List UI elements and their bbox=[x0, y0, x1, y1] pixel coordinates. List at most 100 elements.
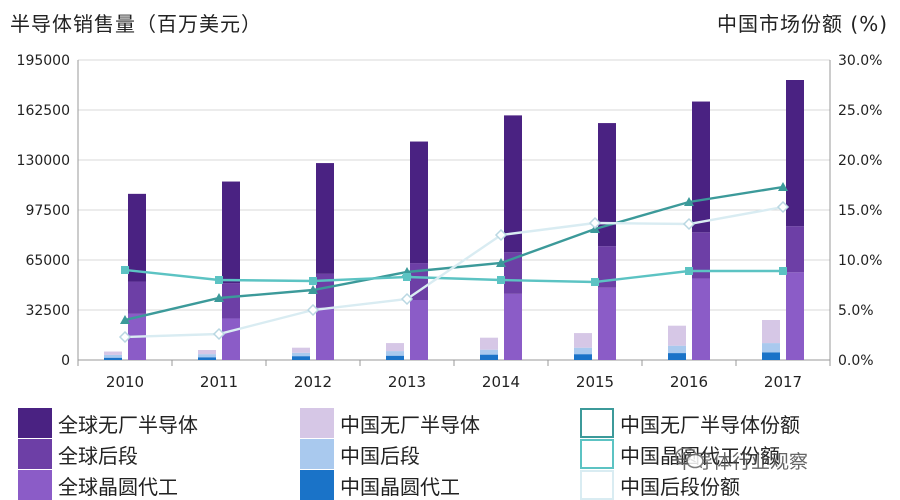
y-left-tick-label: 195000 bbox=[17, 53, 70, 69]
diamond-marker bbox=[682, 217, 696, 231]
diamond-marker bbox=[776, 200, 790, 214]
square-marker bbox=[591, 278, 599, 286]
china-bar bbox=[762, 343, 780, 353]
china-bar bbox=[198, 354, 216, 358]
legend-item: 中国无厂半导体份额 bbox=[580, 408, 800, 438]
legend-item: 全球无厂半导体 bbox=[18, 408, 198, 438]
y-left-tick-label: 162500 bbox=[17, 103, 70, 119]
wechat-icon bbox=[675, 447, 704, 469]
x-tick-label: 2017 bbox=[764, 373, 802, 391]
square-marker bbox=[779, 267, 787, 275]
legend-item: 中国晶圆代工 bbox=[300, 470, 460, 500]
legend-swatch bbox=[18, 408, 52, 438]
china-bar bbox=[386, 351, 404, 356]
triangle-marker bbox=[684, 197, 694, 206]
square-marker bbox=[121, 266, 129, 274]
legend-item: 中国后段份额 bbox=[580, 470, 740, 500]
line-square-series bbox=[124, 268, 783, 284]
y-left-tick-label: 32500 bbox=[25, 303, 70, 319]
diamond-marker bbox=[400, 292, 414, 306]
x-tick-label: 2013 bbox=[388, 373, 426, 391]
triangle-marker bbox=[496, 258, 506, 267]
square-marker bbox=[403, 273, 411, 281]
legend-label: 中国无厂半导体 bbox=[340, 412, 480, 437]
diamond-marker bbox=[306, 303, 320, 317]
china-bar bbox=[292, 352, 310, 357]
legend-label: 全球无厂半导体 bbox=[58, 412, 198, 437]
legend-item: 全球晶圆代工 bbox=[18, 470, 178, 500]
legend-swatch bbox=[18, 470, 52, 500]
global-bar bbox=[692, 232, 710, 279]
x-tick-label: 2010 bbox=[106, 373, 144, 391]
china-bar bbox=[480, 354, 498, 360]
legend-item: 中国晶圆代工份额 bbox=[580, 439, 780, 469]
legend-swatch bbox=[580, 408, 614, 438]
legend-label: 全球后段 bbox=[58, 443, 138, 468]
global-bar bbox=[598, 287, 616, 360]
x-tick-label: 2015 bbox=[576, 373, 614, 391]
global-bar bbox=[410, 300, 428, 360]
china-bar bbox=[104, 354, 122, 358]
legend-label: 中国晶圆代工 bbox=[340, 474, 460, 499]
legend-swatch bbox=[580, 439, 614, 469]
china-bar bbox=[198, 350, 216, 355]
china-bar bbox=[762, 352, 780, 360]
right-axis-title: 中国市场份额 (%) bbox=[717, 12, 888, 36]
x-tick-label: 2014 bbox=[482, 373, 520, 391]
global-bar bbox=[692, 101, 710, 233]
global-bar bbox=[504, 252, 522, 294]
y-left-tick-label: 97500 bbox=[25, 203, 70, 219]
global-bar bbox=[786, 80, 804, 227]
y-right-tick-label: 25.0% bbox=[838, 103, 882, 119]
global-bar bbox=[504, 115, 522, 253]
y-left-tick-label: 130000 bbox=[17, 153, 70, 169]
global-bar bbox=[316, 163, 334, 274]
china-bar bbox=[292, 356, 310, 360]
legend-item: 中国无厂半导体 bbox=[300, 408, 480, 438]
legend-label: 中国后段份额 bbox=[620, 474, 740, 499]
square-marker bbox=[309, 277, 317, 285]
legend-item: 全球后段 bbox=[18, 439, 138, 469]
china-bar bbox=[480, 349, 498, 355]
triangle-marker bbox=[308, 285, 318, 294]
global-bar bbox=[316, 307, 334, 360]
global-bar bbox=[222, 181, 240, 284]
line-diamond-series bbox=[124, 205, 784, 339]
y-right-tick-label: 30.0% bbox=[838, 53, 882, 69]
legend-item: 中国后段 bbox=[300, 439, 420, 469]
x-tick-label: 2011 bbox=[200, 373, 238, 391]
y-right-tick-label: 10.0% bbox=[838, 253, 882, 269]
square-marker bbox=[215, 276, 223, 284]
chart-canvas: 0 32500 65000 97500 130000 162500 195000 0.0% 5.… bbox=[17, 53, 883, 391]
global-bar bbox=[316, 273, 334, 308]
triangle-marker bbox=[120, 315, 130, 324]
china-bar bbox=[292, 347, 310, 353]
china-bar bbox=[386, 343, 404, 352]
triangle-marker bbox=[778, 182, 788, 191]
china-bar bbox=[386, 355, 404, 360]
global-bar bbox=[504, 293, 522, 360]
y-right-tick-label: 20.0% bbox=[838, 153, 882, 169]
diamond-marker bbox=[494, 228, 508, 242]
china-bar bbox=[574, 347, 592, 355]
y-right-tick-label: 0.0% bbox=[838, 353, 874, 369]
legend-label: 中国后段 bbox=[340, 443, 420, 468]
legend-label: 中国无厂半导体份额 bbox=[620, 412, 800, 437]
china-bar bbox=[668, 345, 686, 354]
x-tick-label: 2016 bbox=[670, 373, 708, 391]
global-bar bbox=[222, 283, 240, 319]
china-bar bbox=[480, 337, 498, 350]
global-bar bbox=[410, 141, 428, 264]
china-bar bbox=[104, 357, 122, 360]
diamond-marker bbox=[118, 330, 132, 344]
y-left-tick-label: 65000 bbox=[25, 253, 70, 269]
china-bar bbox=[104, 351, 122, 355]
legend-swatch bbox=[580, 470, 614, 500]
legend-swatch bbox=[300, 408, 334, 438]
global-bar bbox=[598, 123, 616, 247]
left-axis-title: 半导体销售量（百万美元） bbox=[10, 12, 262, 36]
global-bar bbox=[128, 193, 146, 282]
diamond-marker bbox=[212, 327, 226, 341]
global-bar bbox=[786, 272, 804, 360]
